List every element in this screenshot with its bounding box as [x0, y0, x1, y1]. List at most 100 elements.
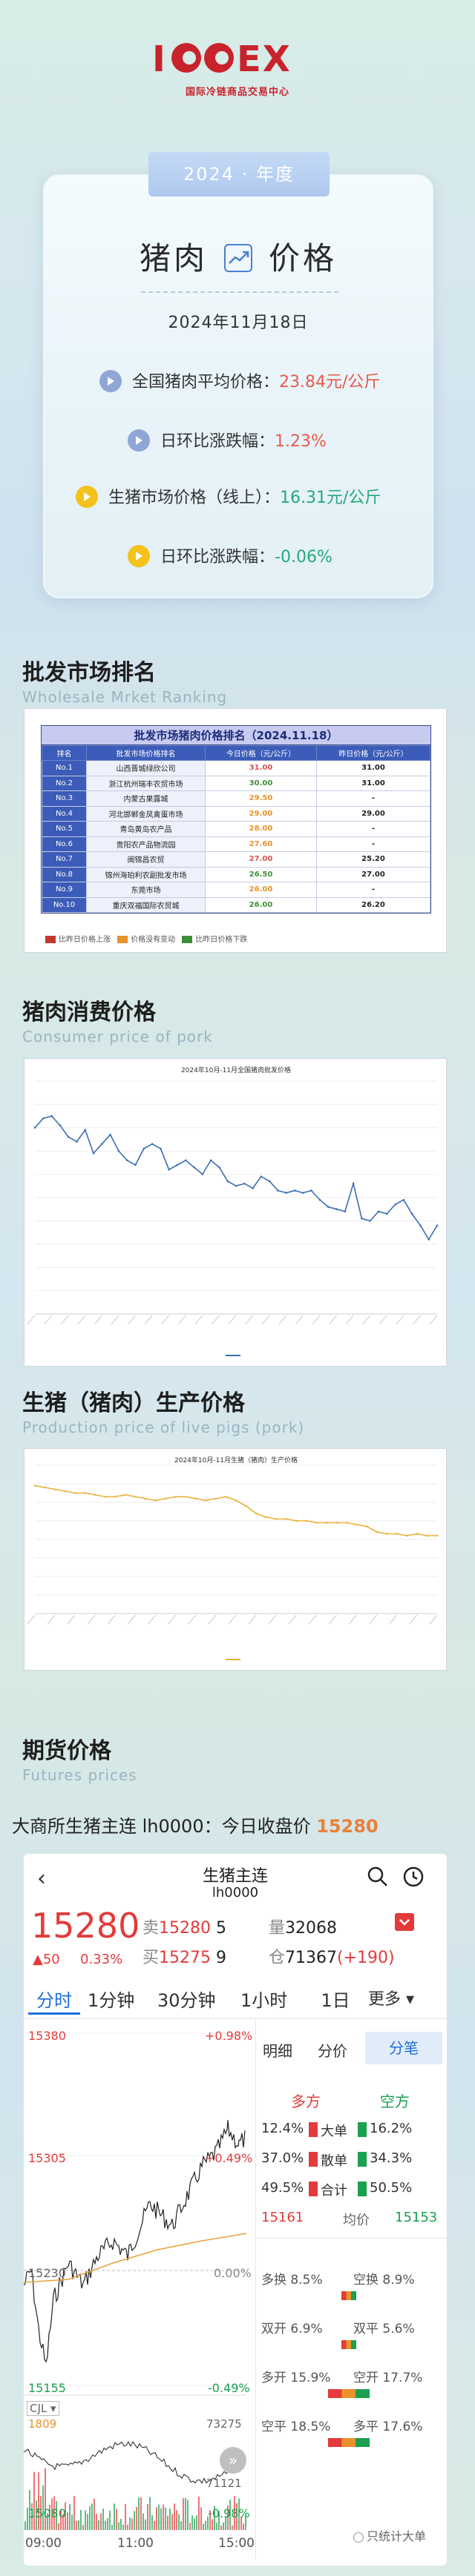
ask-price: 15280	[159, 1919, 212, 1938]
data-point	[160, 1147, 162, 1150]
data-point	[275, 1518, 278, 1520]
search-icon[interactable]	[367, 1866, 389, 1891]
side-tab-detail[interactable]: 明细	[263, 2042, 292, 2060]
axis-label-left: 15155	[28, 2381, 66, 2395]
legend-label: 比昨日价格上涨	[59, 936, 111, 944]
legend-label: 比昨日价格下跌	[195, 936, 248, 944]
x-tick	[329, 1614, 337, 1625]
price-change: ▲50	[33, 1952, 60, 1967]
stat-value: -0.06%	[275, 548, 332, 567]
x-tick	[379, 1315, 387, 1325]
ext-stat: 多开 15.9%	[261, 2371, 331, 2385]
yesterday-price: 26.20	[316, 896, 430, 913]
open-interest-line	[24, 2441, 245, 2484]
bear-pct: 34.3%	[370, 2150, 413, 2166]
data-point	[416, 1533, 419, 1535]
stat-label: 全国猪肉平均价格：	[132, 373, 280, 392]
futures-app-screenshot: ‹ 生猪主连 lh0000 15280 ▲50 0.33% 卖15280 5 买…	[24, 1854, 447, 2566]
futures-summary: 大商所生猪主连 lh0000：今日收盘价 15280	[12, 1812, 379, 1837]
tab-timeshare[interactable]: 分时	[36, 1990, 72, 2011]
data-point	[154, 1499, 157, 1502]
rank-no: No.7	[42, 851, 87, 868]
futures-close-value: 15280	[316, 1816, 379, 1837]
bear-side-header: 空方	[380, 2093, 410, 2110]
bull-pct: 49.5%	[261, 2180, 304, 2196]
play-bullet-icon	[76, 486, 98, 508]
side-tab-tick[interactable]: 分笔	[365, 2032, 442, 2064]
data-point	[53, 1488, 56, 1490]
title-left: 猪肉	[139, 240, 208, 277]
stat-value: 1.23%	[275, 432, 327, 451]
only-large-label: 只统计大单	[367, 2529, 427, 2543]
data-point	[64, 1490, 66, 1493]
x-tick	[396, 1315, 404, 1325]
back-button[interactable]: ‹	[37, 1866, 46, 1892]
only-large-toggle[interactable]: 只统计大单	[353, 2526, 426, 2544]
axis-label-right: -0.49%	[208, 2381, 250, 2395]
ask-label: 卖	[142, 1919, 160, 1938]
volume-max-label: 1809	[28, 2417, 57, 2431]
today-price: 29.50	[205, 790, 317, 807]
market-name: 内蒙古果露城	[86, 790, 206, 807]
avg-label: 均价	[343, 2213, 370, 2228]
x-tick	[312, 1315, 321, 1325]
data-point	[285, 1192, 288, 1195]
data-point	[84, 1129, 87, 1132]
x-tick	[429, 1315, 438, 1325]
ext-stat: 空平 18.5%	[261, 2420, 331, 2434]
x-tick	[329, 1315, 337, 1325]
x-tick	[389, 1614, 398, 1625]
clock-icon[interactable]	[402, 1866, 425, 1891]
tab-more[interactable]: 更多 ▾	[368, 1990, 415, 2009]
tab-1day[interactable]: 1日	[321, 1990, 350, 2011]
data-point	[310, 1189, 312, 1192]
tab-1min[interactable]: 1分钟	[88, 1990, 135, 2011]
volume-row: 量32068	[269, 1915, 337, 1938]
data-point	[302, 1192, 304, 1195]
side-panel	[255, 2018, 447, 2560]
bid-label: 买	[142, 1949, 160, 1967]
x-tick	[212, 1315, 220, 1325]
stat-label: 日环比涨跌幅：	[160, 432, 275, 451]
tab-30min[interactable]: 30分钟	[157, 1990, 216, 2011]
expand-arrows-icon[interactable]: »	[220, 2447, 246, 2474]
chart-title: 2024年10月-11月全国猪肉批发价格	[181, 1066, 291, 1074]
volume-indicator-select[interactable]: CJL ▾	[27, 2401, 59, 2416]
section-subtitle-production: Production price of live pigs (pork)	[22, 1419, 305, 1436]
ranking-header: 今日价格（元/公斤）	[205, 745, 317, 761]
flow-label: 大单	[321, 2124, 347, 2139]
yesterday-price: 25.20	[316, 851, 430, 868]
data-point	[315, 1522, 318, 1524]
data-point	[194, 1497, 197, 1500]
data-point	[235, 1185, 238, 1187]
data-point	[92, 1152, 95, 1155]
side-tab-price[interactable]: 分价	[318, 2042, 347, 2060]
data-point	[59, 1124, 62, 1126]
data-point	[345, 1522, 348, 1524]
ranking-legend: 比昨日价格上涨 价格没有变动 比昨日价格下跌	[41, 933, 247, 944]
market-name: 东莞市场	[86, 882, 206, 898]
x-tick	[309, 1614, 317, 1625]
collapse-chevron-icon[interactable]	[395, 1913, 414, 1931]
market-name: 闽锦昌农贸	[86, 851, 206, 868]
rank-no: No.10	[42, 896, 87, 913]
tab-1hour[interactable]: 1小时	[240, 1990, 288, 2011]
data-point	[226, 1180, 229, 1183]
data-point	[193, 1166, 195, 1169]
legend-swatch	[182, 936, 193, 943]
ext-stat: 空换 8.9%	[353, 2273, 415, 2288]
data-point	[73, 1492, 76, 1494]
data-point	[376, 1530, 379, 1533]
x-tick	[261, 1315, 270, 1325]
ext-bar	[341, 2291, 356, 2300]
bid-qty: 9	[216, 1949, 227, 1967]
data-point	[117, 1149, 120, 1152]
x-tick	[349, 1614, 357, 1625]
x-tick	[47, 1614, 56, 1625]
ranking-header: 排名	[42, 745, 87, 761]
data-point	[428, 1238, 430, 1241]
x-tick	[248, 1614, 257, 1625]
today-price: 31.00	[205, 760, 317, 776]
contract-name: 生猪主连	[202, 1867, 268, 1886]
stat-label: 生猪市场价格（线上）：	[108, 489, 281, 507]
